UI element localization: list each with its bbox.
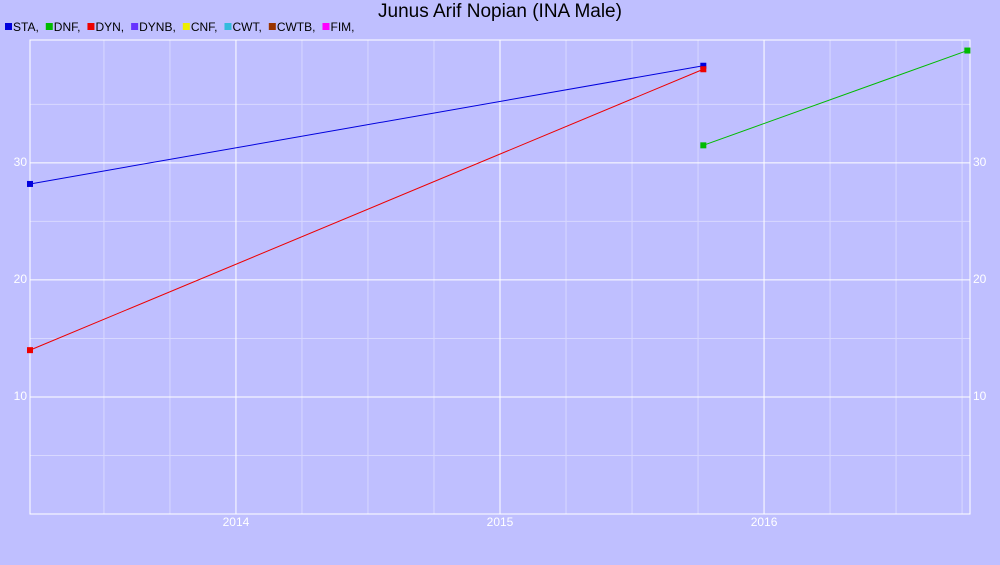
- legend-swatch: [45, 23, 53, 30]
- data-point: [700, 66, 707, 73]
- y-tick-label-right: 30: [973, 155, 987, 169]
- legend-swatch: [224, 23, 232, 30]
- y-tick-label: 10: [14, 389, 28, 403]
- legend-swatch: [87, 23, 95, 30]
- legend-label: DYNB,: [139, 20, 176, 34]
- legend-label: CWT,: [232, 20, 261, 34]
- y-tick-label: 30: [14, 155, 28, 169]
- series-line: [703, 50, 968, 146]
- x-tick-label: 2016: [751, 515, 778, 529]
- data-point: [700, 62, 707, 69]
- legend-label: STA,: [13, 20, 39, 34]
- data-point: [27, 180, 33, 187]
- y-tick-label-right: 20: [973, 272, 987, 286]
- legend-swatch: [182, 23, 190, 30]
- legend-swatch: [268, 23, 276, 30]
- legend-label: DNF,: [54, 20, 81, 34]
- chart-title: Junus Arif Nopian (INA Male): [378, 1, 622, 22]
- y-tick-label-right: 10: [973, 389, 987, 403]
- series-line: [29, 68, 704, 351]
- legend-swatch: [322, 23, 330, 30]
- legend-swatch: [5, 23, 12, 30]
- plot-frame: [29, 39, 971, 515]
- legend-label: DYN,: [95, 20, 124, 34]
- x-tick-label: 2015: [487, 515, 514, 529]
- series-line: [29, 65, 704, 185]
- legend-label: CNF,: [191, 20, 218, 34]
- data-point: [700, 142, 707, 149]
- x-tick-label: 2014: [223, 515, 250, 529]
- data-point: [964, 47, 971, 54]
- y-tick-label: 20: [14, 272, 28, 286]
- legend-label: CWTB,: [277, 20, 316, 34]
- legend-label: FIM,: [330, 20, 354, 34]
- data-point: [27, 347, 33, 354]
- legend-swatch: [131, 23, 139, 30]
